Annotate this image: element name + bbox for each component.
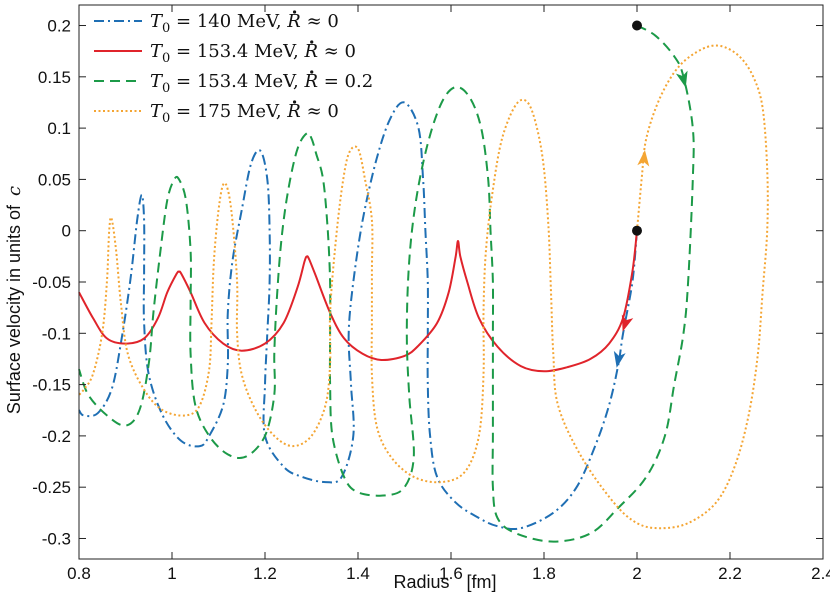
direction-arrow-2 bbox=[675, 70, 688, 88]
x-tick-label: 1.4 bbox=[346, 564, 370, 583]
start-point-marker-1 bbox=[632, 225, 642, 236]
series-line-0 bbox=[78, 101, 638, 531]
rdot-accent bbox=[310, 70, 314, 74]
y-tick-label: 0.2 bbox=[47, 17, 71, 36]
legend-label-0: T0 = 140 MeV, R ≈ 0 bbox=[150, 11, 339, 36]
y-tick-label: 0.1 bbox=[47, 119, 71, 138]
legend: T0 = 140 MeV, R ≈ 0 T0 = 153.4 MeV, R ≈ 0… bbox=[94, 10, 373, 126]
direction-arrow-1 bbox=[621, 314, 634, 332]
rdot-accent bbox=[292, 10, 297, 14]
axes: 0.8 1 1.2 1.4 1.6 1.8 2 2.2 2.4 -0.3 -0.25 -0.2 -0.1… bbox=[32, 4, 830, 583]
y-tick-label: 0.15 bbox=[38, 68, 71, 87]
y-axis-unit: c bbox=[4, 186, 25, 196]
x-axis-label: Radius bbox=[393, 572, 449, 592]
y-axis-title: Surface velocity in units of c bbox=[4, 186, 25, 414]
direction-arrow-3 bbox=[637, 149, 650, 167]
x-axis-title: Radius [fm] bbox=[393, 572, 496, 592]
x-tick-label: 2 bbox=[632, 564, 641, 583]
y-tick-label: -0.2 bbox=[42, 427, 71, 446]
y-tick-label: 0 bbox=[62, 222, 71, 241]
y-tick-label: -0.1 bbox=[42, 324, 71, 343]
start-point-marker-0 bbox=[632, 20, 642, 31]
legend-label-3: T0 = 175 MeV, R ≈ 0 bbox=[150, 101, 339, 126]
rdot-accent bbox=[310, 40, 314, 44]
legend-label-2: T0 = 153.4 MeV, R = 0.2 bbox=[150, 71, 373, 96]
x-tick-label: 0.8 bbox=[67, 564, 91, 583]
y-tick-label: -0.05 bbox=[32, 273, 71, 292]
y-tick-label: -0.3 bbox=[42, 529, 71, 548]
x-axis-unit: [fm] bbox=[467, 572, 497, 592]
marker-layer bbox=[632, 20, 642, 236]
legend-label-1: T0 = 153.4 MeV, R ≈ 0 bbox=[150, 41, 356, 66]
series-layer bbox=[78, 24, 769, 543]
series-line-2 bbox=[78, 24, 695, 543]
y-axis-label: Surface velocity in units of bbox=[4, 204, 24, 414]
x-tick-label: 2.2 bbox=[718, 564, 742, 583]
x-tick-label: 1 bbox=[167, 564, 176, 583]
x-tick-label: 2.4 bbox=[811, 564, 830, 583]
y-tick-label: -0.25 bbox=[32, 478, 71, 497]
x-tick-label: 1.8 bbox=[532, 564, 556, 583]
y-tick-label: 0.05 bbox=[38, 170, 71, 189]
y-tick-label: -0.15 bbox=[32, 376, 71, 395]
x-tick-label: 1.6 bbox=[439, 564, 463, 583]
x-tick-label: 1.2 bbox=[253, 564, 277, 583]
rdot-accent bbox=[292, 100, 297, 104]
direction-arrow-0 bbox=[613, 350, 626, 368]
